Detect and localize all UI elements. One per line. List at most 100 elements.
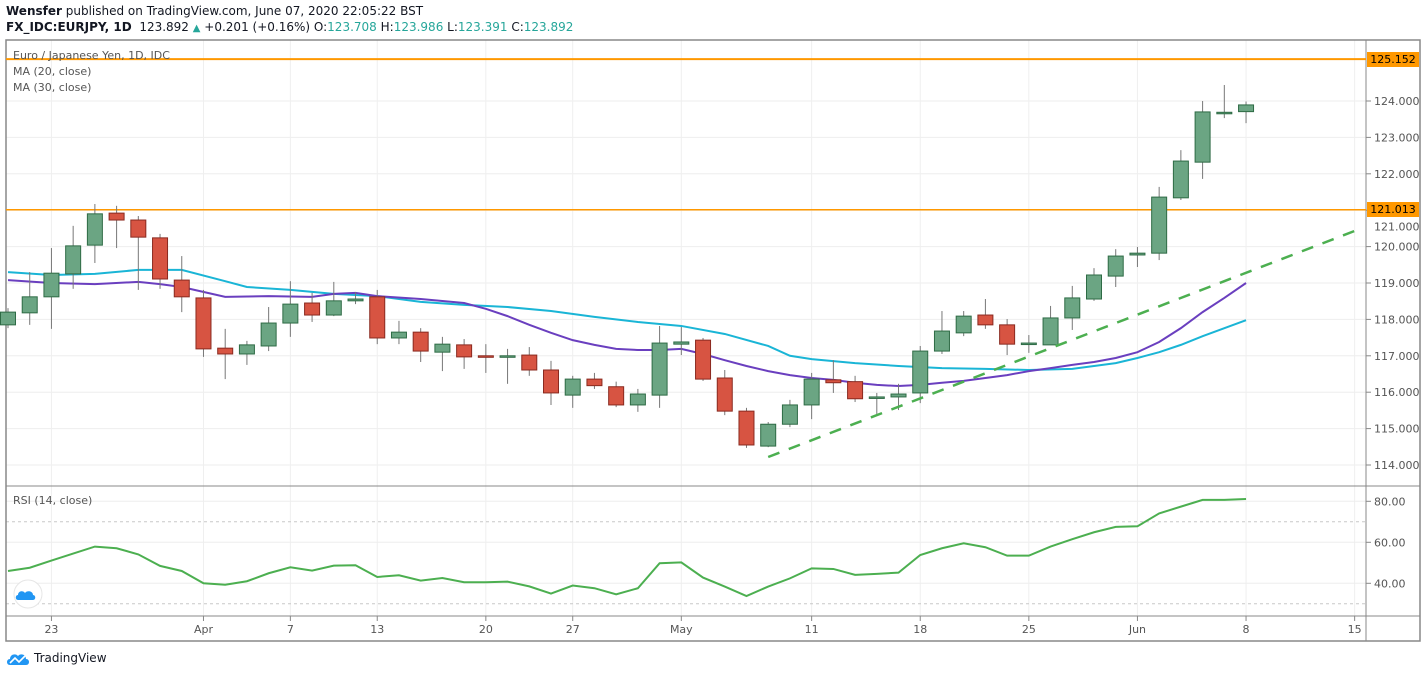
brand-name[interactable]: TradingView: [34, 651, 107, 665]
candle-body: [912, 350, 929, 394]
symbol-info: FX_IDC:EURJPY, 1D 123.892 ▲ +0.201 (+0.1…: [6, 20, 573, 34]
candle: [651, 325, 668, 408]
candle-body: [347, 298, 364, 302]
candle-body: [456, 344, 473, 358]
date-tick-label: 8: [1243, 623, 1250, 636]
low-label: L:: [447, 20, 458, 34]
last-price: 123.892: [139, 20, 189, 34]
ma30-line: [7, 268, 1247, 371]
date-tick-label: 23: [44, 623, 58, 636]
candle: [238, 340, 255, 365]
candle: [521, 347, 538, 376]
tradingview-watermark-icon: [13, 579, 43, 609]
candle: [1151, 186, 1168, 261]
candle: [195, 289, 212, 357]
candle-body: [1151, 196, 1168, 254]
candle: [369, 289, 386, 345]
candle: [21, 272, 38, 325]
publish-text: published on TradingView.com, June 07, 2…: [65, 4, 424, 18]
candle-body: [760, 423, 777, 447]
candle: [912, 345, 929, 404]
candle-body: [65, 245, 82, 275]
candle-body: [847, 381, 864, 400]
date-tick-label: 7: [287, 623, 294, 636]
candle: [825, 360, 842, 393]
candle: [1194, 101, 1211, 179]
candle-body: [477, 355, 494, 358]
candle: [847, 375, 864, 403]
candle: [1042, 305, 1059, 346]
candle: [673, 327, 690, 356]
candle: [477, 344, 494, 373]
candle: [1064, 285, 1081, 330]
price-change: +0.201 (+0.16%): [204, 20, 311, 34]
candle: [1172, 150, 1189, 201]
candle: [781, 399, 798, 428]
date-tick-label: 18: [913, 623, 927, 636]
candle-body: [1194, 111, 1211, 163]
trend-line: [767, 229, 1356, 459]
legend-ma20: MA (20, close): [13, 65, 92, 78]
candle-body: [390, 331, 407, 339]
price-tick-label: 121.000: [1374, 221, 1420, 234]
author: Wensfer: [6, 4, 62, 18]
candle-body: [369, 296, 386, 339]
candle-body: [695, 339, 712, 380]
candle-body: [1129, 252, 1146, 256]
candle: [1216, 84, 1233, 119]
publish-info: Wensfer published on TradingView.com, Ju…: [6, 4, 423, 18]
candle: [325, 281, 342, 317]
ma20-line: [7, 279, 1247, 388]
candle: [217, 328, 234, 380]
candle: [43, 248, 60, 329]
candle-body: [825, 379, 842, 384]
price-tick-label: 119.000: [1374, 277, 1420, 290]
rsi-line: [7, 498, 1247, 598]
candle-body: [43, 272, 60, 298]
candle: [456, 339, 473, 369]
candle-body: [325, 300, 342, 316]
candle: [1020, 335, 1037, 353]
candle-body: [0, 311, 16, 326]
candle: [803, 372, 820, 420]
candle: [955, 311, 972, 337]
candle: [0, 308, 16, 329]
candle: [760, 422, 777, 448]
candle: [977, 299, 994, 329]
footer: TradingView: [6, 650, 107, 666]
up-arrow-icon: ▲: [192, 23, 201, 34]
date-tick-label: Apr: [194, 623, 214, 636]
candle: [1238, 101, 1255, 124]
candle-body: [238, 344, 255, 355]
candle: [434, 336, 451, 372]
date-tick-label: 27: [566, 623, 580, 636]
candle: [304, 292, 321, 322]
candle-body: [260, 322, 277, 347]
candle: [999, 319, 1016, 356]
candle-body: [1172, 160, 1189, 199]
candle: [173, 256, 190, 313]
candle-body: [586, 378, 603, 387]
chart-frame: [5, 39, 1421, 642]
candle-body: [803, 378, 820, 406]
price-tick-label: 114.000: [1374, 459, 1420, 472]
candle-body: [781, 404, 798, 425]
rsi-tick-label: 40.00: [1374, 577, 1406, 590]
candle-body: [1020, 342, 1037, 346]
candle-body: [564, 378, 581, 396]
price-tick-label: 122.000: [1374, 168, 1420, 181]
candle: [390, 320, 407, 345]
tradingview-cloud-icon: [7, 654, 29, 665]
candle: [499, 348, 516, 384]
candle-body: [977, 314, 994, 326]
candle-body: [738, 410, 755, 446]
candle: [282, 281, 299, 337]
low-value: 123.391: [457, 20, 508, 34]
date-tick-label: Jun: [1128, 623, 1146, 636]
close-value: 123.892: [523, 20, 574, 34]
candle: [543, 360, 559, 405]
candle: [108, 205, 125, 249]
price-tag-121013: 121.013: [1367, 202, 1419, 218]
candle: [738, 407, 755, 448]
